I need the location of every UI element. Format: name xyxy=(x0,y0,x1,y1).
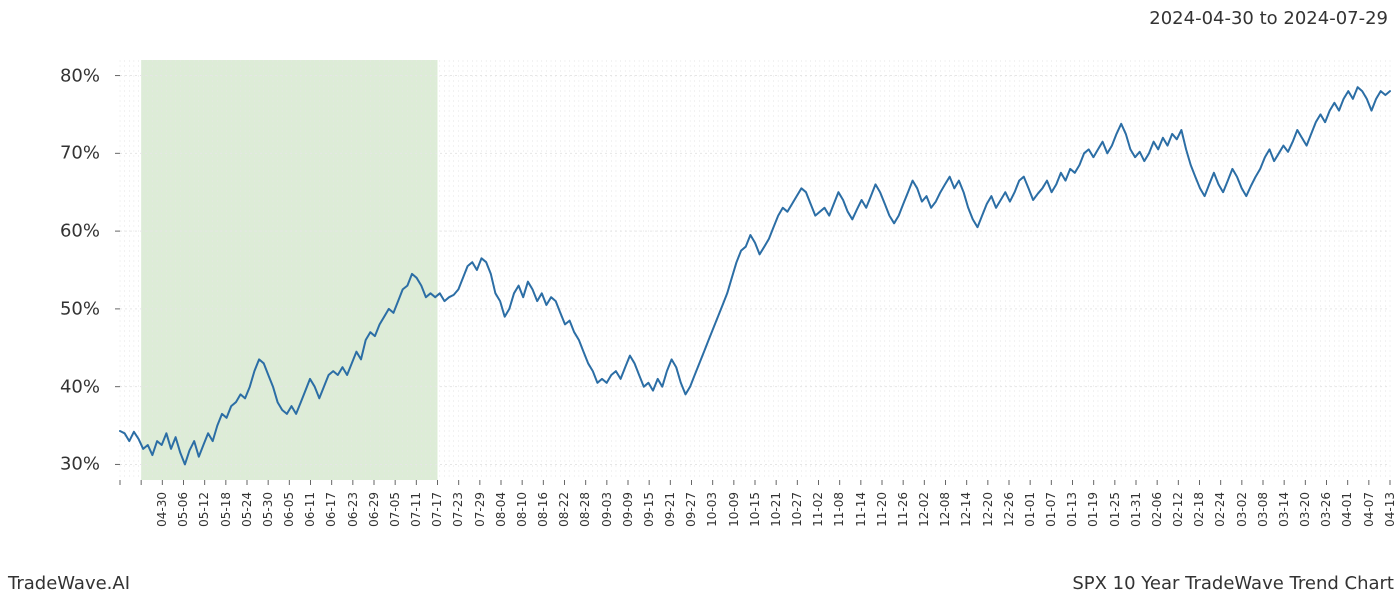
x-tick-label: 05-30 xyxy=(261,492,275,527)
x-tick-label: 12-26 xyxy=(1002,492,1016,527)
y-tick-label: 70% xyxy=(60,143,100,164)
x-tick-label: 04-30 xyxy=(155,492,169,527)
y-axis-labels: 30% 40% 50% 60% 70% 80% xyxy=(0,60,110,480)
x-tick-label: 11-14 xyxy=(853,492,867,527)
chart-plot-area xyxy=(120,60,1390,480)
x-tick-label: 10-27 xyxy=(790,492,804,527)
x-tick-label: 08-16 xyxy=(536,492,550,527)
x-tick-label: 10-21 xyxy=(769,492,783,527)
x-tick-label: 03-26 xyxy=(1319,492,1333,527)
y-tick-label: 60% xyxy=(60,221,100,242)
x-tick-label: 06-23 xyxy=(345,492,359,527)
x-tick-label: 07-23 xyxy=(451,492,465,527)
x-axis-labels: 04-30 05-06 05-12 05-18 05-24 05-30 06-05 06-11… xyxy=(120,486,1390,566)
x-tick-label: 09-09 xyxy=(621,492,635,527)
x-tick-label: 10-09 xyxy=(726,492,740,527)
x-tick-label: 04-01 xyxy=(1340,492,1354,527)
x-tick-label: 07-11 xyxy=(409,492,423,527)
x-tick-label: 07-29 xyxy=(472,492,486,527)
x-tick-label: 12-14 xyxy=(959,492,973,527)
x-tick-label: 03-14 xyxy=(1277,492,1291,527)
y-tick-label: 50% xyxy=(60,298,100,319)
x-tick-label: 07-17 xyxy=(430,492,444,527)
footer-title: SPX 10 Year TradeWave Trend Chart xyxy=(1072,573,1394,594)
x-tick-label: 06-17 xyxy=(324,492,338,527)
x-tick-label: 05-06 xyxy=(176,492,190,527)
x-tick-label: 02-12 xyxy=(1171,492,1185,527)
x-tick-label: 03-20 xyxy=(1298,492,1312,527)
x-tick-label: 03-02 xyxy=(1234,492,1248,527)
x-tick-label: 09-27 xyxy=(684,492,698,527)
x-tick-label: 08-10 xyxy=(515,492,529,527)
x-tick-label: 12-02 xyxy=(917,492,931,527)
x-tick-label: 08-04 xyxy=(494,492,508,527)
x-tick-label: 01-13 xyxy=(1065,492,1079,527)
x-tick-label: 11-26 xyxy=(896,492,910,527)
x-tick-label: 01-25 xyxy=(1107,492,1121,527)
x-tick-label: 11-02 xyxy=(811,492,825,527)
x-tick-label: 03-08 xyxy=(1256,492,1270,527)
x-tick-label: 04-13 xyxy=(1383,492,1397,527)
x-tick-label: 06-11 xyxy=(303,492,317,527)
x-tick-label: 06-05 xyxy=(282,492,296,527)
y-tick-label: 80% xyxy=(60,65,100,86)
x-tick-label: 09-21 xyxy=(663,492,677,527)
x-tick-label: 01-31 xyxy=(1129,492,1143,527)
x-tick-label: 01-19 xyxy=(1086,492,1100,527)
x-tick-label: 07-05 xyxy=(388,492,402,527)
x-tick-label: 11-20 xyxy=(875,492,889,527)
x-tick-label: 06-29 xyxy=(367,492,381,527)
x-tick-label: 01-01 xyxy=(1023,492,1037,527)
x-tick-label: 12-20 xyxy=(980,492,994,527)
x-tick-label: 05-24 xyxy=(240,492,254,527)
footer-brand: TradeWave.AI xyxy=(8,573,130,594)
x-tick-label: 08-28 xyxy=(578,492,592,527)
x-tick-label: 05-12 xyxy=(197,492,211,527)
x-tick-label: 02-24 xyxy=(1213,492,1227,527)
x-tick-label: 02-06 xyxy=(1150,492,1164,527)
y-tick-label: 30% xyxy=(60,454,100,475)
chart-svg xyxy=(120,60,1390,480)
x-tick-label: 05-18 xyxy=(218,492,232,527)
x-tick-label: 12-08 xyxy=(938,492,952,527)
x-tick-label: 02-18 xyxy=(1192,492,1206,527)
x-tick-label: 08-22 xyxy=(557,492,571,527)
x-tick-label: 09-03 xyxy=(599,492,613,527)
date-range-label: 2024-04-30 to 2024-07-29 xyxy=(1149,8,1388,29)
x-tick-label: 10-03 xyxy=(705,492,719,527)
y-tick-label: 40% xyxy=(60,376,100,397)
x-tick-label: 09-15 xyxy=(642,492,656,527)
x-tick-label: 10-15 xyxy=(748,492,762,527)
x-tick-label: 01-07 xyxy=(1044,492,1058,527)
x-tick-label: 04-07 xyxy=(1361,492,1375,527)
x-tick-label: 11-08 xyxy=(832,492,846,527)
chart-container: 2024-04-30 to 2024-07-29 30% 40% 50% 60% 70%… xyxy=(0,0,1400,600)
